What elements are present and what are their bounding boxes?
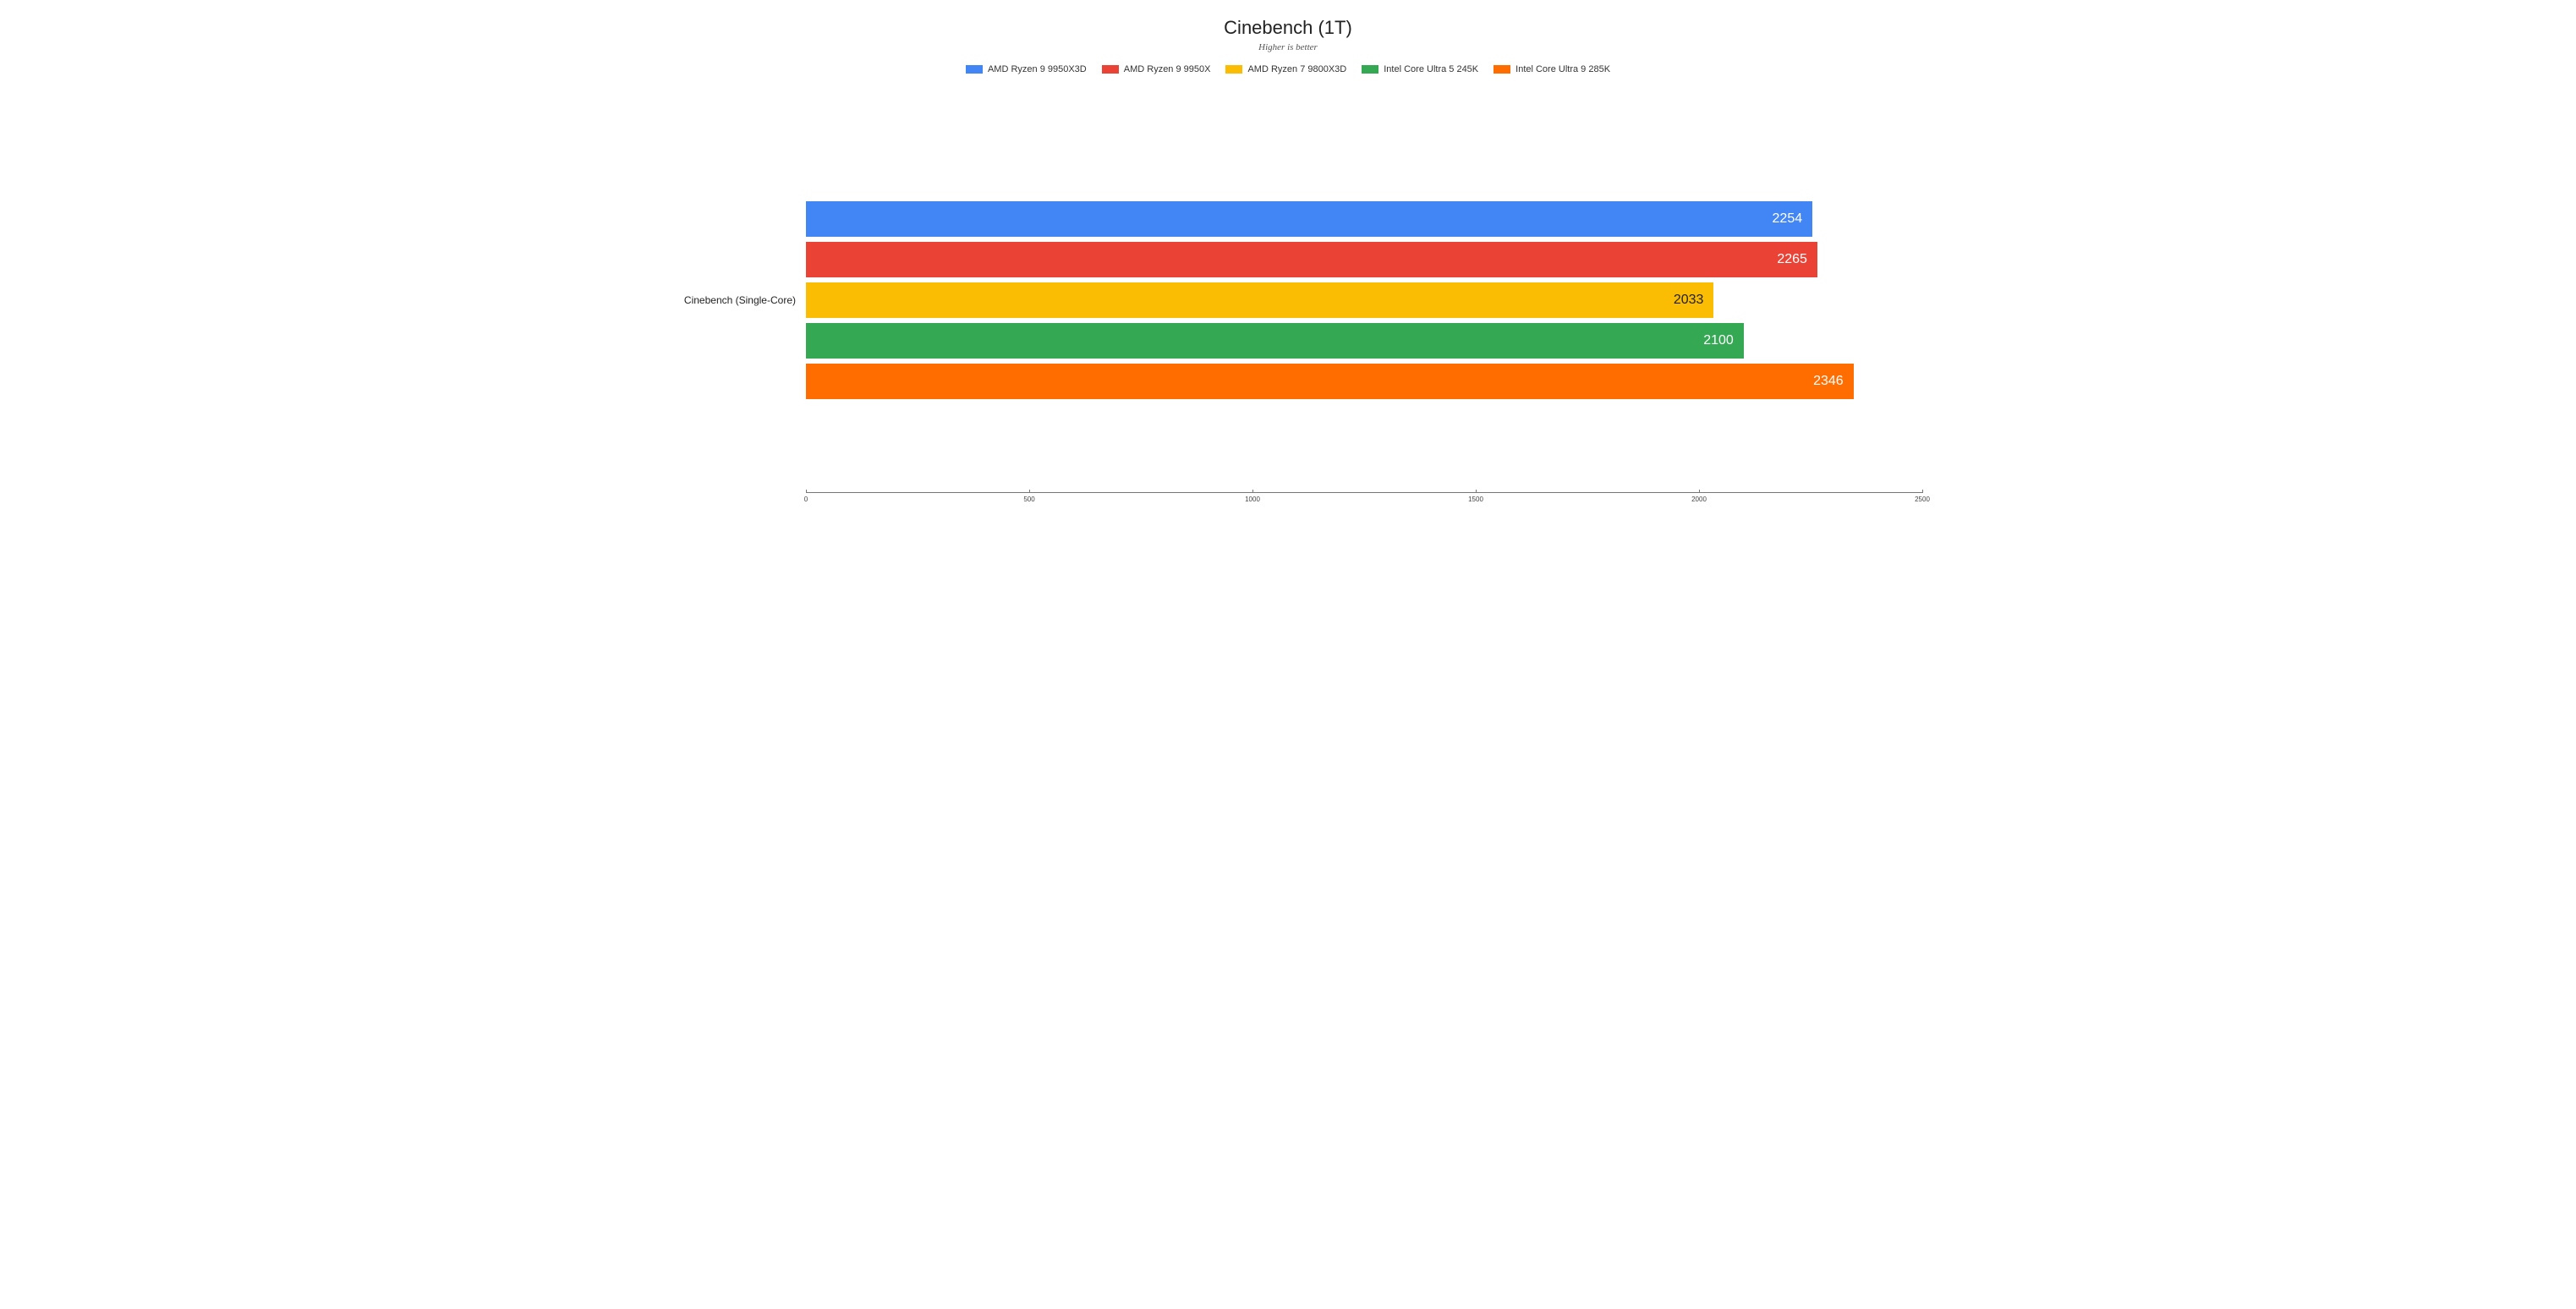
x-tick-label: 1000 <box>1245 496 1260 503</box>
x-tick <box>1252 490 1253 493</box>
legend-item: Intel Core Ultra 5 245K <box>1362 64 1478 74</box>
x-tick <box>1476 490 1477 493</box>
legend-label: AMD Ryzen 9 9950X3D <box>988 64 1087 74</box>
x-axis: 05001000150020002500 <box>806 492 1922 507</box>
legend-label: AMD Ryzen 9 9950X <box>1124 64 1211 74</box>
x-tick-label: 500 <box>1023 496 1034 503</box>
legend-item: AMD Ryzen 7 9800X3D <box>1225 64 1346 74</box>
bar: 2033 <box>806 282 1713 318</box>
x-tick-label: 2000 <box>1691 496 1707 503</box>
bar-wrap: 2033 <box>806 282 1922 318</box>
x-tick-label: 2500 <box>1915 496 1930 503</box>
bar-wrap: 2100 <box>806 323 1922 359</box>
bar: 2100 <box>806 323 1744 359</box>
bar-value-label: 2100 <box>1703 333 1734 348</box>
y-axis-category-label: Cinebench (Single-Core) <box>654 294 806 306</box>
bar-value-label: 2254 <box>1773 211 1803 227</box>
legend-item: AMD Ryzen 9 9950X3D <box>966 64 1087 74</box>
legend-item: Intel Core Ultra 9 285K <box>1494 64 1610 74</box>
bar: 2254 <box>806 201 1812 237</box>
x-tick <box>1029 490 1030 493</box>
bar-wrap: 2254 <box>806 201 1922 237</box>
chart-container: Cinebench (1T) Higher is better AMD Ryze… <box>654 17 1922 507</box>
bars-group: 2254 2265 2033 2100 2346 <box>806 193 1922 408</box>
bar: 2265 <box>806 242 1817 277</box>
plot-row: Cinebench (Single-Core) 2254 2265 2033 2100… <box>654 193 1922 408</box>
legend: AMD Ryzen 9 9950X3D AMD Ryzen 9 9950X AMD … <box>654 64 1922 74</box>
legend-swatch <box>1362 65 1378 74</box>
legend-item: AMD Ryzen 9 9950X <box>1102 64 1211 74</box>
bar-value-label: 2033 <box>1674 293 1704 308</box>
bar-wrap: 2265 <box>806 242 1922 277</box>
legend-label: Intel Core Ultra 5 245K <box>1384 64 1478 74</box>
x-tick-label: 0 <box>804 496 808 503</box>
chart-title: Cinebench (1T) <box>654 17 1922 39</box>
bar-value-label: 2265 <box>1777 252 1807 267</box>
x-tick-label: 1500 <box>1468 496 1483 503</box>
legend-swatch <box>1494 65 1510 74</box>
x-tick <box>1922 490 1923 493</box>
x-tick <box>806 490 807 493</box>
legend-swatch <box>1102 65 1119 74</box>
chart-subtitle: Higher is better <box>654 42 1922 52</box>
legend-swatch <box>1225 65 1242 74</box>
bar-value-label: 2346 <box>1813 374 1844 389</box>
plot-area: 2254 2265 2033 2100 2346 <box>806 193 1922 408</box>
legend-swatch <box>966 65 983 74</box>
x-tick <box>1699 490 1700 493</box>
legend-label: Intel Core Ultra 9 285K <box>1515 64 1610 74</box>
x-axis-row: 05001000150020002500 <box>654 492 1922 507</box>
bar-wrap: 2346 <box>806 364 1922 399</box>
legend-label: AMD Ryzen 7 9800X3D <box>1247 64 1346 74</box>
bar: 2346 <box>806 364 1854 399</box>
